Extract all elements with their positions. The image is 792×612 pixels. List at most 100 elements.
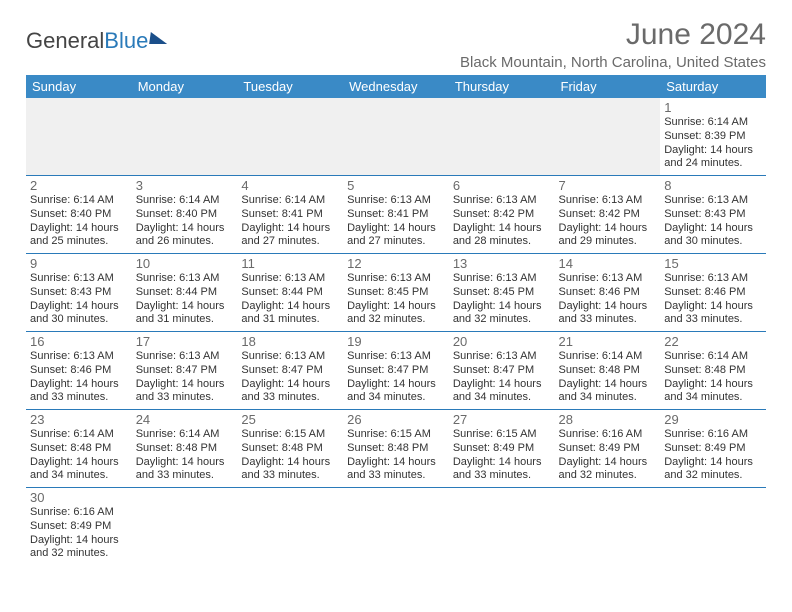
calendar-cell: 14Sunrise: 6:13 AMSunset: 8:46 PMDayligh… <box>555 254 661 332</box>
day-number: 23 <box>30 412 128 427</box>
calendar-cell <box>449 98 555 176</box>
sunset-line: Sunset: 8:45 PM <box>347 286 445 300</box>
calendar-cell: 16Sunrise: 6:13 AMSunset: 8:46 PMDayligh… <box>26 332 132 410</box>
sunrise-line: Sunrise: 6:16 AM <box>559 428 657 442</box>
sunrise-line: Sunrise: 6:14 AM <box>30 428 128 442</box>
sunset-line: Sunset: 8:48 PM <box>136 442 234 456</box>
calendar-cell: 5Sunrise: 6:13 AMSunset: 8:41 PMDaylight… <box>343 176 449 254</box>
daylight-line: Daylight: 14 hours and 34 minutes. <box>347 378 445 406</box>
sunset-line: Sunset: 8:48 PM <box>664 364 762 378</box>
weekday-header: Sunday <box>26 75 132 98</box>
calendar-cell: 10Sunrise: 6:13 AMSunset: 8:44 PMDayligh… <box>132 254 238 332</box>
calendar-cell: 28Sunrise: 6:16 AMSunset: 8:49 PMDayligh… <box>555 410 661 488</box>
day-number: 1 <box>664 100 762 115</box>
sunset-line: Sunset: 8:46 PM <box>559 286 657 300</box>
logo-text-general: General <box>26 28 104 54</box>
sunset-line: Sunset: 8:46 PM <box>30 364 128 378</box>
calendar-cell: 7Sunrise: 6:13 AMSunset: 8:42 PMDaylight… <box>555 176 661 254</box>
calendar-cell: 25Sunrise: 6:15 AMSunset: 8:48 PMDayligh… <box>237 410 343 488</box>
day-number: 10 <box>136 256 234 271</box>
daylight-line: Daylight: 14 hours and 33 minutes. <box>241 378 339 406</box>
sunset-line: Sunset: 8:46 PM <box>664 286 762 300</box>
calendar-cell <box>343 488 449 566</box>
sunrise-line: Sunrise: 6:15 AM <box>453 428 551 442</box>
sunset-line: Sunset: 8:47 PM <box>453 364 551 378</box>
day-number: 14 <box>559 256 657 271</box>
calendar-cell: 6Sunrise: 6:13 AMSunset: 8:42 PMDaylight… <box>449 176 555 254</box>
calendar-cell: 12Sunrise: 6:13 AMSunset: 8:45 PMDayligh… <box>343 254 449 332</box>
daylight-line: Daylight: 14 hours and 32 minutes. <box>664 456 762 484</box>
daylight-line: Daylight: 14 hours and 30 minutes. <box>30 300 128 328</box>
calendar-cell: 11Sunrise: 6:13 AMSunset: 8:44 PMDayligh… <box>237 254 343 332</box>
calendar-cell <box>132 488 238 566</box>
calendar-cell: 22Sunrise: 6:14 AMSunset: 8:48 PMDayligh… <box>660 332 766 410</box>
sunrise-line: Sunrise: 6:14 AM <box>136 194 234 208</box>
calendar-cell <box>660 488 766 566</box>
sunrise-line: Sunrise: 6:13 AM <box>347 272 445 286</box>
sunset-line: Sunset: 8:49 PM <box>30 520 128 534</box>
sunrise-line: Sunrise: 6:13 AM <box>241 272 339 286</box>
sunrise-line: Sunrise: 6:13 AM <box>559 194 657 208</box>
sunset-line: Sunset: 8:39 PM <box>664 130 762 144</box>
day-number: 12 <box>347 256 445 271</box>
calendar-cell <box>555 488 661 566</box>
daylight-line: Daylight: 14 hours and 29 minutes. <box>559 222 657 250</box>
sunrise-line: Sunrise: 6:14 AM <box>136 428 234 442</box>
calendar-cell: 24Sunrise: 6:14 AMSunset: 8:48 PMDayligh… <box>132 410 238 488</box>
calendar-cell: 3Sunrise: 6:14 AMSunset: 8:40 PMDaylight… <box>132 176 238 254</box>
day-number: 9 <box>30 256 128 271</box>
day-number: 11 <box>241 256 339 271</box>
daylight-line: Daylight: 14 hours and 33 minutes. <box>664 300 762 328</box>
sail-icon <box>149 32 169 44</box>
daylight-line: Daylight: 14 hours and 24 minutes. <box>664 144 762 172</box>
day-number: 20 <box>453 334 551 349</box>
daylight-line: Daylight: 14 hours and 32 minutes. <box>30 534 128 562</box>
day-number: 26 <box>347 412 445 427</box>
daylight-line: Daylight: 14 hours and 32 minutes. <box>559 456 657 484</box>
calendar-cell: 17Sunrise: 6:13 AMSunset: 8:47 PMDayligh… <box>132 332 238 410</box>
calendar-row: 16 Sunrise: 6:13 AM Sunset: 8:46 PM Dayligh… <box>26 332 766 410</box>
weekday-header-row: SundayMondayTuesdayWednesdayThursdayFrid… <box>26 75 766 98</box>
day-number: 17 <box>136 334 234 349</box>
day-number: 2 <box>30 178 128 193</box>
weekday-header: Wednesday <box>343 75 449 98</box>
daylight-line: Daylight: 14 hours and 33 minutes. <box>241 456 339 484</box>
calendar-cell: 21Sunrise: 6:14 AMSunset: 8:48 PMDayligh… <box>555 332 661 410</box>
calendar-cell: 2Sunrise: 6:14 AMSunset: 8:40 PMDaylight… <box>26 176 132 254</box>
day-number: 29 <box>664 412 762 427</box>
sunrise-line: Sunrise: 6:13 AM <box>453 350 551 364</box>
daylight-line: Daylight: 14 hours and 26 minutes. <box>136 222 234 250</box>
calendar-row: 23Sunrise: 6:14 AMSunset: 8:48 PMDayligh… <box>26 410 766 488</box>
calendar-cell <box>26 98 132 176</box>
day-number: 30 <box>30 490 128 505</box>
weekday-header: Thursday <box>449 75 555 98</box>
daylight-line: Daylight: 14 hours and 34 minutes. <box>30 456 128 484</box>
daylight-line: Daylight: 14 hours and 32 minutes. <box>453 300 551 328</box>
sunset-line: Sunset: 8:48 PM <box>241 442 339 456</box>
sunset-line: Sunset: 8:40 PM <box>136 208 234 222</box>
sunset-line: Sunset: 8:44 PM <box>136 286 234 300</box>
logo-text-blue: Blue <box>104 28 148 54</box>
sunset-line: Sunset: 8:47 PM <box>347 364 445 378</box>
calendar-body: 1Sunrise: 6:14 AMSunset: 8:39 PMDaylight… <box>26 98 766 565</box>
daylight-line: Daylight: 14 hours and 32 minutes. <box>347 300 445 328</box>
calendar-row: 1Sunrise: 6:14 AMSunset: 8:39 PMDaylight… <box>26 98 766 176</box>
sunrise-line: Sunrise: 6:14 AM <box>30 194 128 208</box>
sunrise-line: Sunrise: 6:16 AM <box>664 428 762 442</box>
day-number: 18 <box>241 334 339 349</box>
sunrise-line: Sunrise: 6:16 AM <box>30 506 128 520</box>
day-number: 21 <box>559 334 657 349</box>
day-number: 16 <box>30 334 128 349</box>
weekday-header: Tuesday <box>237 75 343 98</box>
daylight-line: Daylight: 14 hours and 30 minutes. <box>664 222 762 250</box>
daylight-line: Daylight: 14 hours and 33 minutes. <box>559 300 657 328</box>
calendar-cell: 4Sunrise: 6:14 AMSunset: 8:41 PMDaylight… <box>237 176 343 254</box>
calendar-cell: 19Sunrise: 6:13 AMSunset: 8:47 PMDayligh… <box>343 332 449 410</box>
calendar-cell: 27Sunrise: 6:15 AMSunset: 8:49 PMDayligh… <box>449 410 555 488</box>
sunset-line: Sunset: 8:47 PM <box>241 364 339 378</box>
daylight-line: Daylight: 14 hours and 31 minutes. <box>136 300 234 328</box>
sunset-line: Sunset: 8:43 PM <box>664 208 762 222</box>
sunset-line: Sunset: 8:48 PM <box>347 442 445 456</box>
daylight-line: Daylight: 14 hours and 34 minutes. <box>664 378 762 406</box>
daylight-line: Daylight: 14 hours and 31 minutes. <box>241 300 339 328</box>
